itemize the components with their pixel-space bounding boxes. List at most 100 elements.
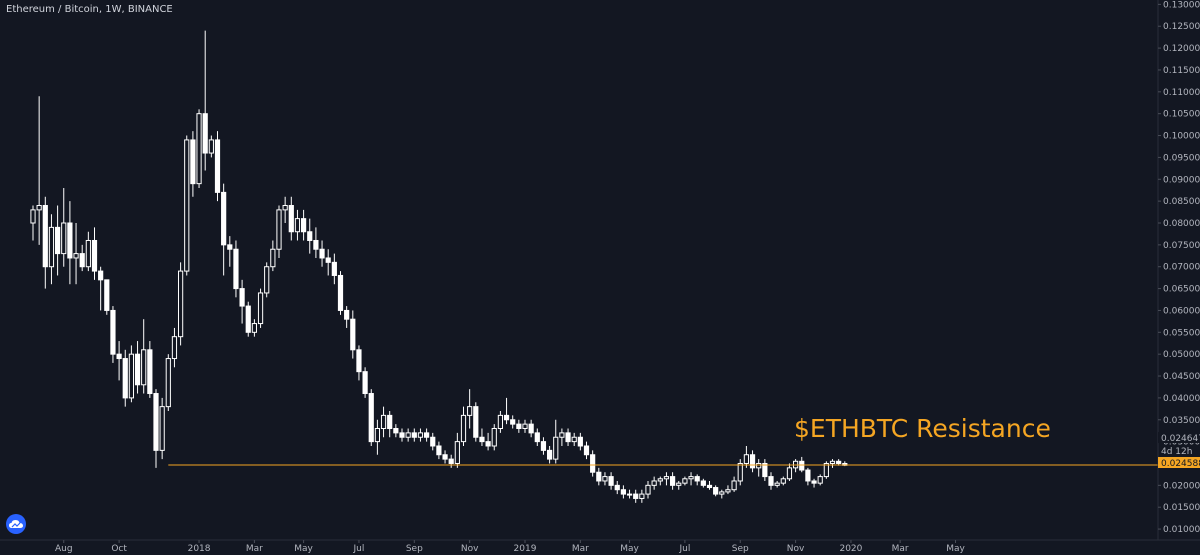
candle [503,397,510,425]
candle [368,389,374,446]
candle-body [313,239,319,250]
candle-body [276,209,282,250]
candle-body [823,462,829,478]
candle [344,306,350,328]
candle [424,428,430,442]
candle [294,209,301,241]
candle [547,445,553,464]
candle-body [657,478,663,482]
candle-body [528,423,534,434]
candle-body [233,248,239,290]
candle-body [147,349,153,395]
candle-body [245,305,251,333]
time-tick-label: May [946,544,965,554]
candle [276,205,282,258]
candle [356,345,362,381]
candle [590,450,596,477]
candle-body [583,445,590,456]
candle-body [165,358,171,408]
candle [116,341,122,381]
candle-body [590,454,596,473]
candle-body [202,113,208,154]
candle [55,205,61,276]
candle [67,201,73,285]
candle [73,222,79,285]
candle [190,131,196,197]
candle-body [829,460,836,464]
time-tick-label: May [294,544,313,554]
candle-body [706,484,713,489]
candle-body [620,489,626,495]
candle-body [805,469,811,482]
candle [829,459,836,468]
time-axis[interactable]: Aug Oct 2018 Mar May Jul Sep Nov 2019 Mar May Jul Se… [0,539,1200,554]
candle-body [368,393,374,443]
candle-body [713,487,719,495]
candle-body [344,309,350,320]
candle [319,240,325,267]
candle-body [682,478,688,484]
candle-body [694,476,700,482]
candle-body [85,239,91,268]
candle [780,476,786,486]
candle [301,209,307,241]
candle-body [122,358,128,399]
candle-body [534,432,540,443]
candle [719,489,725,499]
candle [694,474,700,486]
candle-body [393,428,399,434]
candle-body [294,218,301,233]
candle [387,411,393,438]
candle [645,480,651,499]
candle [270,240,276,272]
candle-body [227,244,233,250]
time-tick-label: Oct [111,544,127,554]
candle-body [98,270,104,281]
candle-body [350,318,356,351]
candle-body [700,480,706,486]
candle [528,419,534,438]
candle-body [387,414,393,430]
candle [540,437,547,455]
candle-body [577,436,583,447]
candle-body [565,432,571,443]
candle-body [639,493,645,499]
candle [393,424,399,438]
candle [756,459,762,477]
candles-layer [30,30,848,503]
candle-body [288,205,294,233]
candle-body [768,476,774,486]
candle-body [473,406,479,438]
candle [79,244,85,272]
candle [245,301,251,337]
candle-body [362,371,368,395]
candle-body [559,432,565,438]
candle-body [110,309,116,355]
candle-body [190,139,196,185]
candle [700,478,706,488]
candle-body [36,205,42,211]
candle-body [411,432,417,438]
candle-countdown: 4d 12h [1161,447,1192,457]
time-tick-label: Mar [572,544,589,554]
candle-body [159,406,165,451]
tradingview-cloud-icon[interactable] [6,514,26,534]
candle-body [676,482,682,486]
candle [399,428,405,442]
candle [214,131,221,202]
candle-body [448,458,454,464]
candle [583,441,590,460]
candle-body [134,353,141,386]
candle-body [282,205,288,211]
candle [61,188,67,267]
candle-body [811,480,817,484]
candle [110,306,116,363]
candle-body [602,476,608,482]
candle [608,472,614,490]
